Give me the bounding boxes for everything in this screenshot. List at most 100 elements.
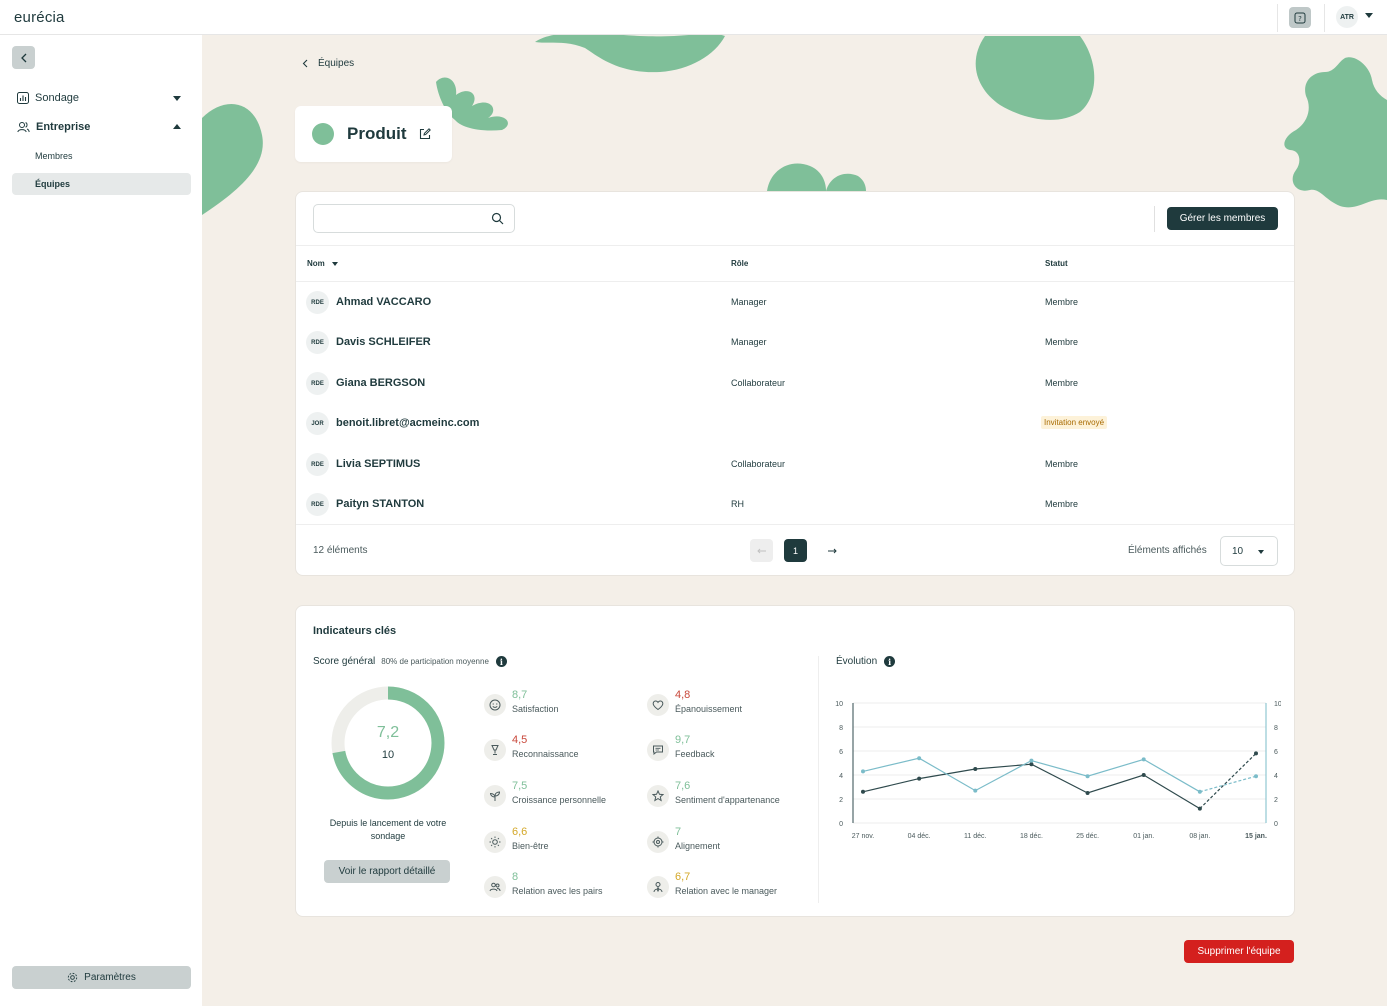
indicator-value: 9,7 — [675, 734, 691, 746]
avatar: JOR — [306, 412, 329, 435]
score-donut — [331, 686, 445, 800]
donut-arc — [331, 686, 445, 800]
table-row[interactable]: JOR benoit.libret@acmeinc.com Invitation… — [296, 403, 1294, 443]
blob-bottom-mid-2 — [826, 173, 866, 191]
blob-left — [202, 103, 263, 215]
chevron-left-icon — [302, 59, 308, 68]
score-label: Score général — [313, 656, 376, 667]
y-tick-label-right: 8 — [1274, 725, 1278, 732]
member-role: Collaborateur — [731, 459, 786, 469]
series-projection-line — [1199, 752, 1257, 810]
people-icon — [484, 876, 506, 898]
indicator-reconnaissance: 4,5 Reconnaissance — [484, 734, 644, 766]
series-point — [917, 776, 922, 781]
series-point — [1085, 774, 1090, 779]
detailed-report-button[interactable]: Voir le rapport détaillé — [324, 860, 450, 883]
member-status: Membre — [1045, 499, 1079, 509]
star-icon — [647, 785, 669, 807]
edit-team-button[interactable] — [419, 128, 431, 140]
arrow-right-icon — [827, 548, 837, 553]
table-row[interactable]: RDE Giana BERGSON Collaborateur Membre — [296, 363, 1294, 403]
target-icon — [647, 831, 669, 853]
indicator-label: Feedback — [675, 749, 715, 759]
table-row[interactable]: RDE Paityn STANTON RH Membre — [296, 484, 1294, 524]
indicator-value: 8,7 — [512, 689, 528, 701]
series-line — [862, 763, 1201, 810]
toolbar-divider — [1154, 206, 1155, 232]
sidebar-collapse-button[interactable] — [12, 46, 35, 69]
x-tick-label: 11 déc. — [964, 833, 986, 840]
member-name: Giana BERGSON — [336, 377, 426, 389]
user-avatar[interactable]: ATR — [1336, 6, 1358, 28]
svg-text:?: ? — [1298, 15, 1302, 23]
member-status: Membre — [1045, 378, 1079, 388]
indicator-croissance: 7,5 Croissance personnelle — [484, 780, 644, 812]
blob-top-center — [535, 33, 725, 73]
member-role: RH — [731, 499, 744, 509]
help-button[interactable]: ? — [1289, 7, 1311, 28]
series-point — [973, 788, 978, 793]
table-header: Nom Rôle Statut — [296, 245, 1294, 282]
sidebar-item-sondage[interactable]: Sondage — [17, 92, 79, 104]
next-page-button[interactable] — [820, 539, 843, 562]
settings-button[interactable]: Paramètres — [12, 966, 191, 989]
sidebar-item-equipes[interactable]: Équipes — [12, 173, 191, 195]
indicator-appartenance: 7,6 Sentiment d'appartenance — [647, 780, 807, 812]
delete-team-button[interactable]: Supprimer l'équipe — [1184, 940, 1294, 963]
y-tick-label: 10 — [835, 701, 843, 708]
breadcrumb-label: Équipes — [318, 58, 355, 69]
avatar: RDE — [306, 372, 329, 395]
previous-page-button[interactable] — [750, 539, 773, 562]
kpi-divider — [818, 656, 819, 903]
avatar: RDE — [306, 331, 329, 354]
member-status: Membre — [1045, 459, 1079, 469]
chevron-down-icon — [1258, 550, 1264, 554]
avatar: RDE — [306, 493, 329, 516]
table-row[interactable]: RDE Davis SCHLEIFER Manager Membre — [296, 322, 1294, 362]
y-tick-label-right: 0 — [1274, 821, 1278, 828]
series-point — [1254, 751, 1258, 756]
per-page-select[interactable]: 10 — [1220, 536, 1278, 566]
table-row[interactable]: RDE Livia SEPTIMUS Collaborateur Membre — [296, 444, 1294, 484]
indicator-value: 4,5 — [512, 734, 528, 746]
indicator-label: Croissance personnelle — [512, 795, 607, 805]
status-badge: Invitation envoyé — [1041, 416, 1108, 429]
chevron-up-icon[interactable] — [173, 124, 181, 129]
sidebar-item-membres[interactable]: Membres — [35, 151, 73, 161]
column-header-label: Nom — [307, 259, 325, 268]
team-color-dot — [312, 123, 334, 145]
table-row[interactable]: RDE Ahmad VACCARO Manager Membre — [296, 282, 1294, 322]
sprout-icon — [484, 785, 506, 807]
chevron-down-icon[interactable] — [173, 96, 181, 101]
items-count: 12 éléments — [313, 545, 368, 556]
series-point — [973, 767, 978, 771]
x-tick-label: 25 déc. — [1076, 833, 1099, 840]
chevron-down-icon[interactable] — [1365, 13, 1373, 18]
score-value: 7,2 — [376, 724, 400, 741]
app-logo[interactable]: eurécia — [14, 9, 65, 26]
info-icon[interactable]: i — [495, 656, 507, 667]
x-tick-label: 04 déc. — [908, 833, 931, 840]
indicator-label: Reconnaissance — [512, 749, 579, 759]
series-point — [1141, 757, 1146, 762]
page-button[interactable]: 1 — [784, 539, 807, 562]
blob-bottom-mid — [767, 163, 826, 191]
x-tick-label: 18 déc. — [1020, 833, 1043, 840]
column-header-name[interactable]: Nom — [307, 259, 338, 268]
x-tick-label: 01 jan. — [1133, 833, 1154, 840]
series-point — [1197, 806, 1202, 811]
chevron-left-icon — [20, 53, 26, 62]
breadcrumb[interactable]: Équipes — [302, 58, 354, 69]
indicator-label: Épanouissement — [675, 704, 743, 714]
indicator-value: 6,7 — [675, 871, 691, 883]
x-tick-label: 08 jan. — [1189, 833, 1210, 840]
trophy-icon — [484, 739, 506, 761]
chart-icon — [17, 92, 29, 104]
search-input[interactable] — [313, 204, 515, 233]
indicator-label: Relation avec le manager — [675, 886, 778, 896]
sidebar-item-entreprise[interactable]: Entreprise — [17, 121, 90, 133]
edit-icon — [419, 128, 431, 140]
info-icon[interactable]: i — [884, 656, 896, 667]
indicator-value: 8 — [512, 871, 519, 883]
manage-members-button[interactable]: Gérer les membres — [1167, 207, 1278, 230]
